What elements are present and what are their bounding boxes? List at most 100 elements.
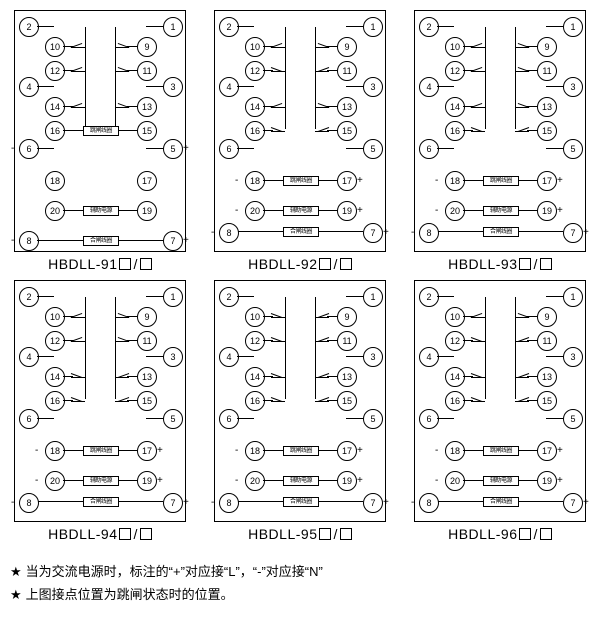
wire xyxy=(283,47,285,48)
wire xyxy=(437,26,454,27)
wire xyxy=(115,377,117,378)
pin-20: 20 xyxy=(245,201,265,221)
placeholder-box xyxy=(340,258,352,270)
pin-16: 16 xyxy=(445,121,465,141)
pin-15: 15 xyxy=(537,391,557,411)
polarity-sign: - xyxy=(435,175,438,186)
pin-7: 7 xyxy=(563,223,583,243)
pin-7: 7 xyxy=(163,493,183,513)
wire xyxy=(346,356,363,357)
wire xyxy=(37,501,83,502)
coil-label: 辅助电源 xyxy=(83,206,119,216)
wire xyxy=(115,341,117,342)
pin-18: 18 xyxy=(45,171,65,191)
wire xyxy=(517,450,537,451)
wire xyxy=(237,26,254,27)
coil-label: 合闸线圈 xyxy=(83,236,119,246)
pin-2: 2 xyxy=(19,17,39,37)
pin-16: 16 xyxy=(45,121,65,141)
pin-18: 18 xyxy=(445,171,465,191)
wire xyxy=(115,297,116,399)
pin-8: 8 xyxy=(19,231,39,251)
pin-13: 13 xyxy=(337,97,357,117)
contact-no xyxy=(71,394,83,402)
pin-4: 4 xyxy=(19,77,39,97)
contact-nc xyxy=(117,100,129,108)
pin-17: 17 xyxy=(537,171,557,191)
wire xyxy=(346,296,363,297)
pin-15: 15 xyxy=(137,121,157,141)
pin-13: 13 xyxy=(537,97,557,117)
wire xyxy=(146,356,163,357)
pin-19: 19 xyxy=(537,201,557,221)
pin-11: 11 xyxy=(537,331,557,351)
wire xyxy=(237,501,283,502)
pin-6: 6 xyxy=(219,409,239,429)
wire xyxy=(485,297,486,399)
pin-20: 20 xyxy=(45,471,65,491)
pin-12: 12 xyxy=(245,61,265,81)
wire xyxy=(237,148,254,149)
pin-10: 10 xyxy=(45,37,65,57)
pin-9: 9 xyxy=(137,37,157,57)
pin-7: 7 xyxy=(563,493,583,513)
polarity-sign: - xyxy=(435,205,438,216)
diagram-box: 24613510121416182091113151719跳闸线圈辅助电源合闸线… xyxy=(214,280,386,522)
wire xyxy=(546,86,563,87)
pin-18: 18 xyxy=(245,171,265,191)
contact-nc xyxy=(317,100,329,108)
pin-3: 3 xyxy=(163,77,183,97)
pin-7: 7 xyxy=(163,231,183,251)
model-label: HBDLL-96/ xyxy=(448,526,552,542)
wire xyxy=(317,231,363,232)
placeholder-box xyxy=(540,528,552,540)
placeholder-box xyxy=(519,258,531,270)
coil-label: 辅助电源 xyxy=(283,476,319,486)
pin-12: 12 xyxy=(45,61,65,81)
wire xyxy=(63,210,83,211)
wire xyxy=(463,480,483,481)
contact-nc xyxy=(517,100,529,108)
wire xyxy=(515,317,517,318)
pin-19: 19 xyxy=(137,471,157,491)
contact-no xyxy=(317,124,329,132)
wire xyxy=(85,297,86,399)
wire xyxy=(117,480,137,481)
wire xyxy=(483,107,485,108)
pin-11: 11 xyxy=(137,61,157,81)
placeholder-box xyxy=(119,528,131,540)
wire xyxy=(37,356,54,357)
placeholder-box xyxy=(140,258,152,270)
pin-10: 10 xyxy=(245,307,265,327)
pin-8: 8 xyxy=(19,493,39,513)
pin-15: 15 xyxy=(337,391,357,411)
wire xyxy=(515,401,517,402)
pin-18: 18 xyxy=(45,441,65,461)
contact-nc xyxy=(317,40,329,48)
wire xyxy=(346,418,363,419)
pin-14: 14 xyxy=(245,367,265,387)
polarity-sign: - xyxy=(411,497,414,508)
polarity-sign: + xyxy=(557,445,563,456)
polarity-sign: + xyxy=(583,227,589,238)
pin-10: 10 xyxy=(45,307,65,327)
wire xyxy=(517,180,537,181)
coil-label: 跳闸线圈 xyxy=(83,446,119,456)
polarity-sign: - xyxy=(235,205,238,216)
polarity-sign: - xyxy=(211,227,214,238)
contact-nc xyxy=(117,334,129,342)
contact-nc xyxy=(471,310,483,318)
contact-no xyxy=(517,334,529,342)
pin-3: 3 xyxy=(163,347,183,367)
pin-2: 2 xyxy=(419,287,439,307)
pin-5: 5 xyxy=(163,409,183,429)
model-prefix: HBDLL-95 xyxy=(248,526,317,542)
pin-11: 11 xyxy=(337,61,357,81)
diagram-cell: 24613510121416182091113151719跳闸线圈辅助电源合闸线… xyxy=(210,280,390,542)
wire xyxy=(546,356,563,357)
contact-nc xyxy=(271,100,283,108)
pin-9: 9 xyxy=(137,307,157,327)
wire xyxy=(263,180,283,181)
wire xyxy=(437,86,454,87)
wire xyxy=(37,296,54,297)
